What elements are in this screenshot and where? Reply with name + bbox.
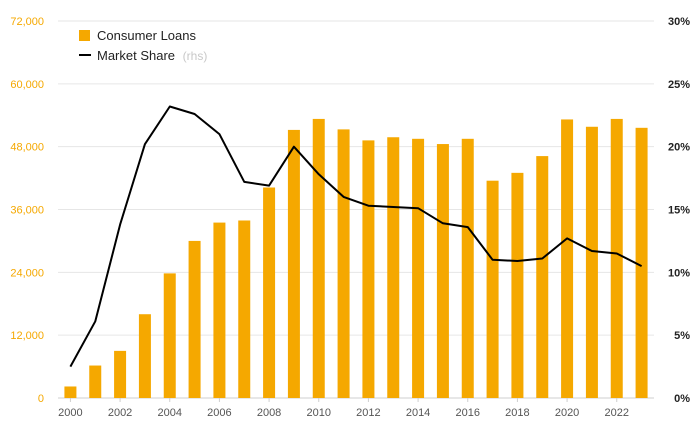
x-tick-label: 2008 <box>257 407 281 419</box>
right-tick-label: 10% <box>668 267 690 279</box>
bar-2008 <box>263 187 276 398</box>
legend: Consumer Loans Market Share (rhs) <box>79 28 207 63</box>
x-tick-label: 2004 <box>158 407 182 419</box>
right-tick-label: 25% <box>668 79 690 91</box>
x-tick-label: 2020 <box>555 407 579 419</box>
left-tick-label: 48,000 <box>10 142 44 154</box>
right-tick-label: 30% <box>668 16 690 28</box>
bar-2019 <box>536 156 549 398</box>
bar-2002 <box>114 350 127 398</box>
bar-2012 <box>362 140 375 398</box>
bar-2006 <box>213 222 226 398</box>
bar-2003 <box>138 314 151 398</box>
legend-market-share-name: Market Share <box>97 48 175 63</box>
legend-market-share-rhs: (rhs) <box>183 49 208 63</box>
right-axis-ticks: 0% 5% 10% 15% 20% 25% 30% <box>668 16 690 405</box>
x-tick-label: 2010 <box>307 407 331 419</box>
x-tick-label: 2016 <box>456 407 480 419</box>
left-tick-label: 72,000 <box>10 16 44 28</box>
x-tick-label: 2012 <box>356 407 380 419</box>
bar-2010 <box>312 118 325 398</box>
bar-2020 <box>561 119 574 398</box>
right-tick-label: 0% <box>674 393 690 405</box>
bars-consumer-loans <box>64 118 648 399</box>
x-tick-label: 2002 <box>108 407 132 419</box>
bar-2009 <box>287 129 300 398</box>
bar-2017 <box>486 180 499 398</box>
left-tick-label: 12,000 <box>10 330 44 342</box>
right-tick-label: 15% <box>668 205 690 217</box>
right-tick-label: 20% <box>668 142 690 154</box>
left-tick-label: 36,000 <box>10 205 44 217</box>
left-axis-ticks: 0 12,000 24,000 36,000 48,000 60,000 72,000 <box>10 16 44 405</box>
bar-2023 <box>635 127 648 399</box>
legend-swatch-consumer-loans <box>79 30 90 41</box>
line-market-share <box>69 105 643 368</box>
bar-2015 <box>436 144 449 398</box>
left-tick-label: 0 <box>38 393 44 405</box>
right-tick-label: 5% <box>674 330 690 342</box>
bar-2001 <box>89 365 102 398</box>
x-tick-label: 2006 <box>207 407 231 419</box>
x-axis-ticks: 2000 2002 2004 2006 2008 2010 2012 2014 2016 2018… <box>58 398 629 419</box>
legend-label-market-share: Market Share (rhs) <box>97 48 207 63</box>
bar-2018 <box>511 172 524 398</box>
bar-2011 <box>337 129 350 398</box>
x-tick-label: 2022 <box>605 407 629 419</box>
bar-2000 <box>64 386 77 398</box>
bar-2016 <box>461 138 474 398</box>
x-tick-label: 2000 <box>58 407 82 419</box>
x-tick-label: 2018 <box>505 407 529 419</box>
bar-2014 <box>412 138 425 398</box>
bar-2007 <box>238 220 251 398</box>
grid-lines <box>58 20 654 399</box>
bar-2021 <box>585 126 598 399</box>
left-tick-label: 24,000 <box>10 267 44 279</box>
legend-label-consumer-loans: Consumer Loans <box>97 28 196 43</box>
bar-2022 <box>610 118 623 398</box>
left-tick-label: 60,000 <box>10 79 44 91</box>
bar-2005 <box>188 240 201 398</box>
bar-2013 <box>387 137 400 398</box>
x-tick-label: 2014 <box>406 407 430 419</box>
bar-2004 <box>163 273 176 398</box>
market-share-line <box>69 105 643 368</box>
